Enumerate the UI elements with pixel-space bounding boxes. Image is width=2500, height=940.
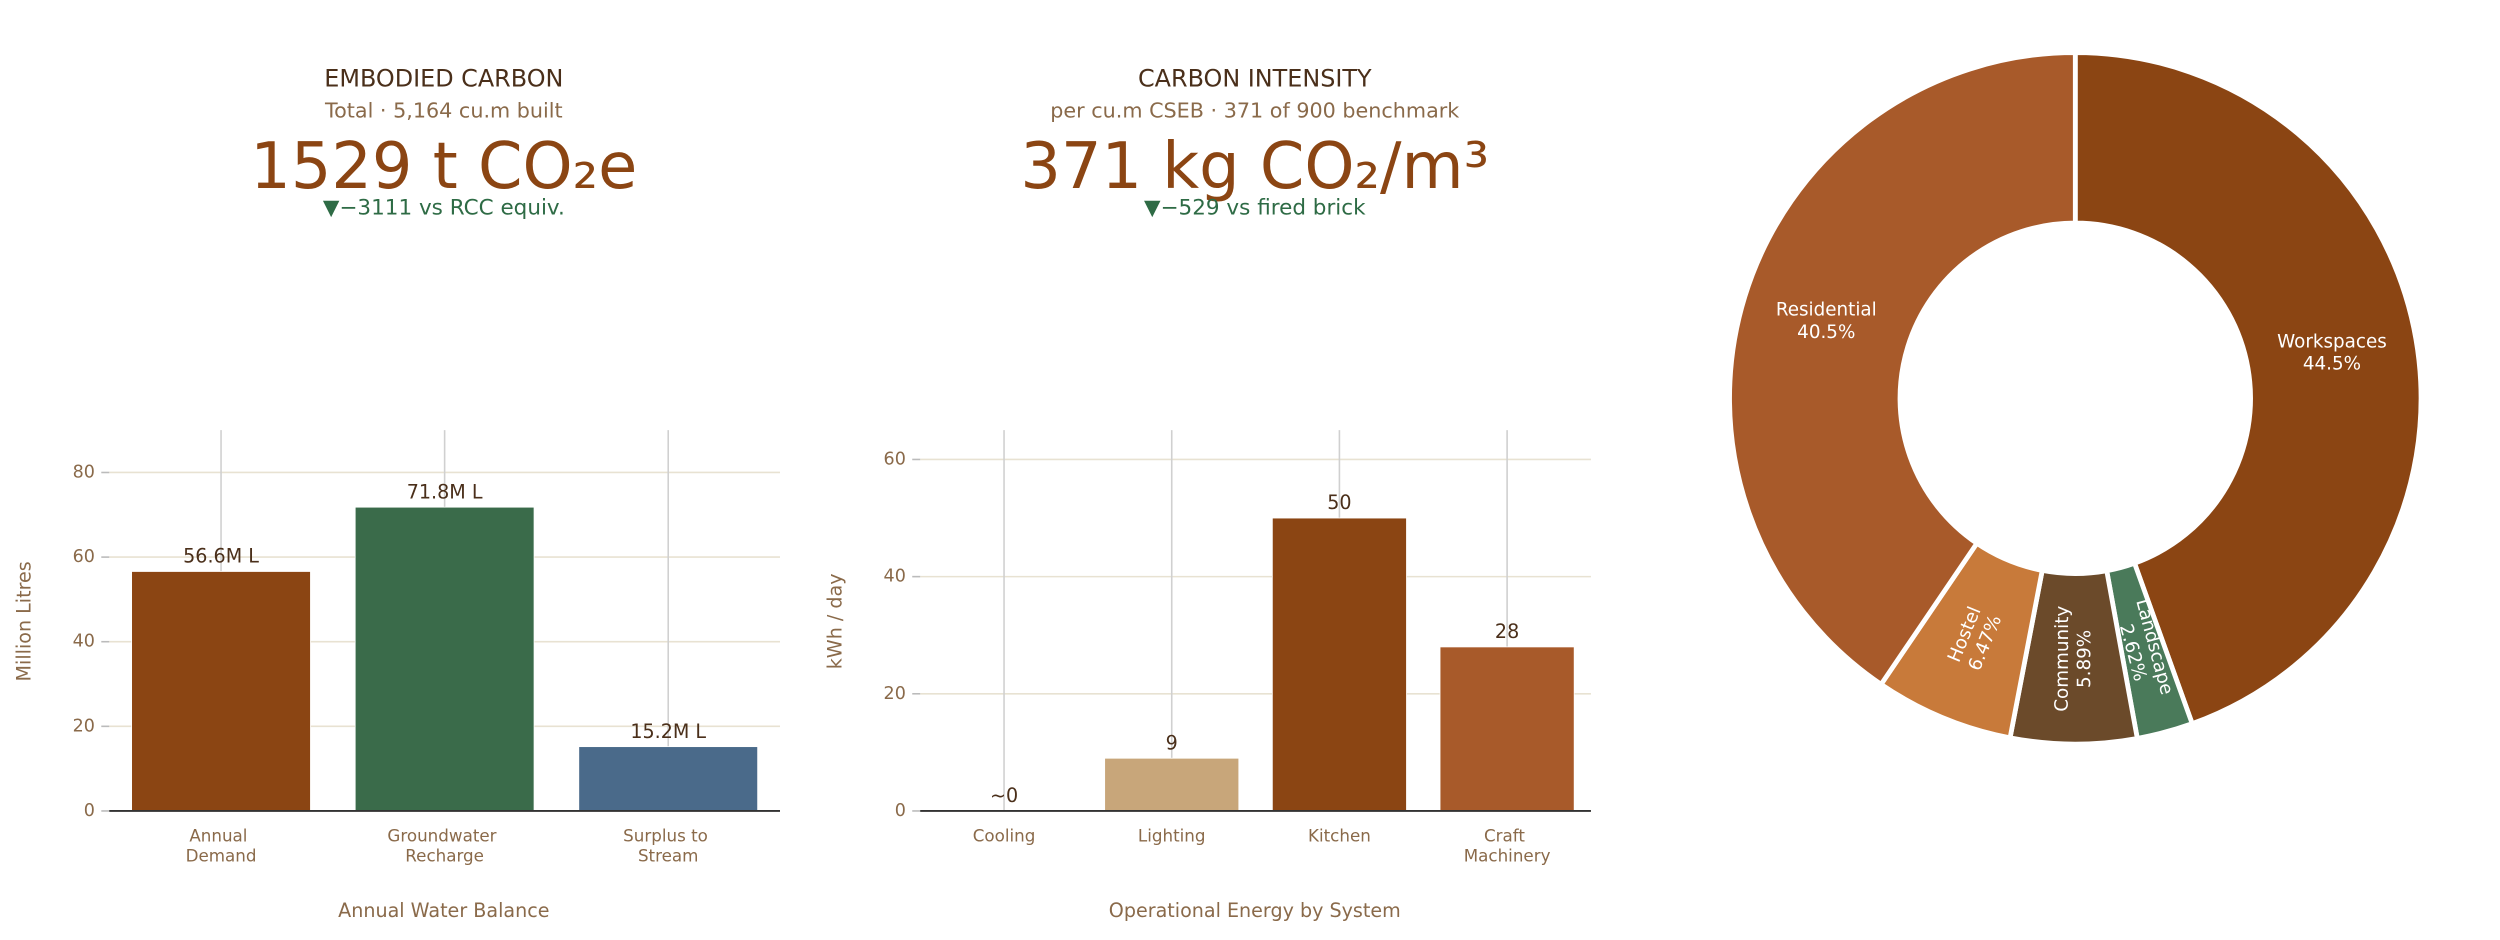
x-tick-label: Craft Machinery: [1464, 825, 1551, 865]
slice-percent: 44.5%: [2303, 354, 2361, 375]
kpi-title: EMBODIED CARBON: [324, 65, 563, 93]
y-tick-label: 0: [895, 801, 906, 821]
donut-slice: [2072, 50, 2424, 727]
bar: [1439, 646, 1575, 812]
y-tick-label: 40: [73, 632, 95, 652]
chart-title: Operational Energy by System: [1109, 899, 1401, 922]
x-tick-label: Annual Demand: [186, 825, 257, 865]
x-tick-label: Lighting: [1138, 825, 1206, 845]
slice-percent: 5.89%: [2074, 630, 2095, 688]
bar: [354, 506, 535, 812]
kpi-delta: ▼−3111 vs RCC equiv.: [323, 196, 565, 221]
slice-name: Workspaces: [2277, 331, 2387, 352]
y-axis-label: kWh / day: [823, 573, 846, 669]
y-tick-label: 40: [884, 567, 906, 587]
bar: [131, 571, 311, 812]
x-tick-label: Cooling: [973, 825, 1036, 845]
y-tick-label: 20: [73, 716, 95, 736]
y-tick-label: 80: [73, 462, 95, 482]
kpi-value: 1529 t CO₂e: [250, 130, 637, 204]
slice-label: Community 5.89%: [2052, 606, 2096, 712]
bar: [578, 746, 759, 812]
value-label: 9: [1166, 731, 1178, 754]
bar: [1104, 757, 1240, 812]
y-tick-label: 0: [84, 801, 95, 821]
value-label: 50: [1327, 491, 1351, 514]
kpi-value: 371 kg CO₂/m³: [1020, 130, 1489, 204]
value-label: ~0: [990, 784, 1018, 807]
value-label: 15.2M L: [630, 720, 706, 743]
y-tick-label: 60: [73, 547, 95, 567]
slice-name: Residential: [1776, 300, 1877, 321]
kpi-subtitle: Total · 5,164 cu.m built: [324, 99, 563, 123]
kpi-subtitle: per cu.m CSEB · 371 of 900 benchmark: [1050, 99, 1459, 123]
y-axis-label: Million Litres: [12, 561, 35, 681]
bar: [1271, 517, 1407, 812]
y-tick-label: 20: [884, 684, 906, 704]
x-tick-label: Kitchen: [1308, 825, 1371, 845]
donut-slice: [1727, 50, 2078, 688]
slice-name: Community: [2052, 606, 2074, 712]
x-tick-label: Groundwater Recharge: [387, 825, 501, 865]
slice-percent: 40.5%: [1797, 322, 1855, 343]
kpi-title: CARBON INTENSITY: [1138, 65, 1372, 93]
y-tick-label: 60: [884, 449, 906, 469]
x-tick-label: Surplus to Stream: [623, 825, 713, 865]
value-label: 28: [1495, 620, 1519, 643]
kpi-delta: ▼−529 vs fired brick: [1144, 196, 1366, 221]
chart-title: Annual Water Balance: [338, 899, 549, 922]
value-label: 56.6M L: [183, 545, 259, 568]
value-label: 71.8M L: [407, 480, 483, 503]
